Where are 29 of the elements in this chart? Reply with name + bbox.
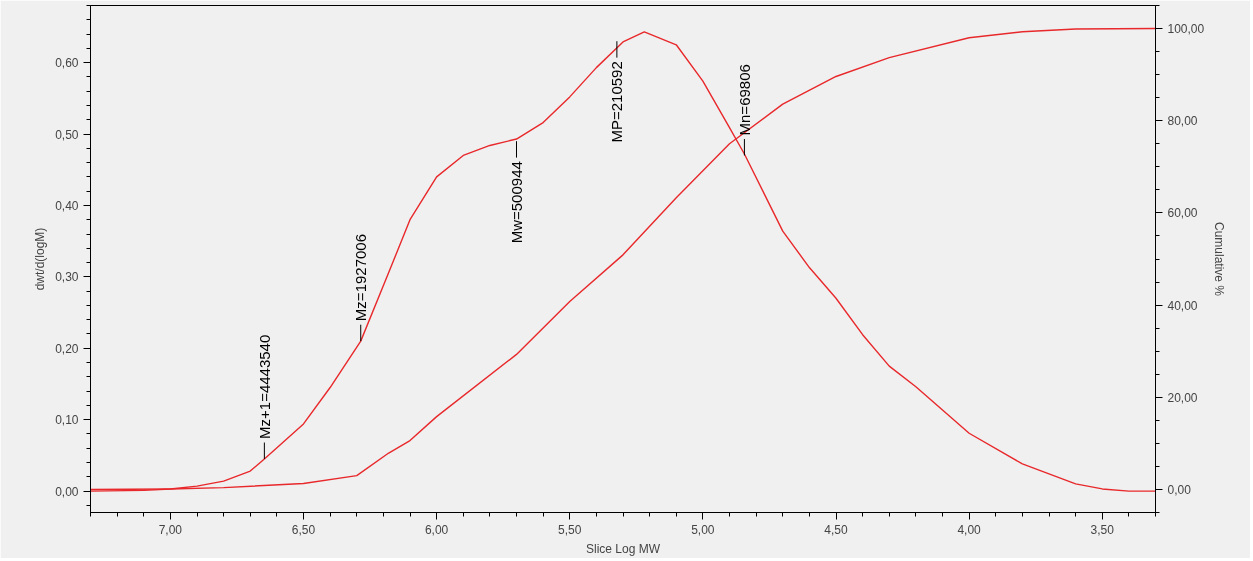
x-tick-label: 6,50: [291, 522, 316, 537]
y2-tick-label: 100,00: [1167, 22, 1205, 37]
y2-axis-title: Cumulative %: [1212, 221, 1227, 297]
y-axis-title: dwt/d(logM): [33, 227, 48, 291]
x-tick-label: 4,50: [824, 522, 848, 537]
annotation: Mz=1927006: [352, 233, 370, 322]
y-tick-label: 0,40: [55, 198, 79, 213]
y2-tick-label: 80,00: [1167, 114, 1198, 129]
x-tick-label: 7,00: [158, 522, 183, 537]
y2-tick-label: 20,00: [1167, 390, 1198, 405]
y-tick-label: 0,50: [55, 127, 79, 142]
x-tick-label: 4,00: [957, 522, 982, 537]
x-axis-title: Slice Log MW: [585, 541, 661, 556]
y2-tick-label: 0,00: [1167, 482, 1192, 497]
x-tick-label: 6,00: [424, 522, 449, 537]
x-tick-label: 3,50: [1090, 522, 1115, 537]
y-tick-label: 0,00: [55, 484, 79, 499]
y2-tick-label: 60,00: [1167, 206, 1198, 221]
y-tick-label: 0,30: [55, 270, 79, 285]
x-tick-label: 5,00: [691, 522, 715, 537]
y2-tick-label: 40,00: [1167, 298, 1198, 313]
annotation: Mw=500944: [508, 161, 525, 244]
annotation: Mz+1=4443540: [255, 334, 273, 439]
annotation: MP=210592: [608, 61, 626, 143]
annotation: Mn=69806: [735, 64, 753, 136]
y-tick-label: 0,20: [55, 341, 79, 356]
x-tick-label: 5,50: [558, 522, 582, 537]
y-tick-label: 0,10: [55, 413, 79, 428]
y-tick-label: 0,60: [55, 56, 79, 71]
